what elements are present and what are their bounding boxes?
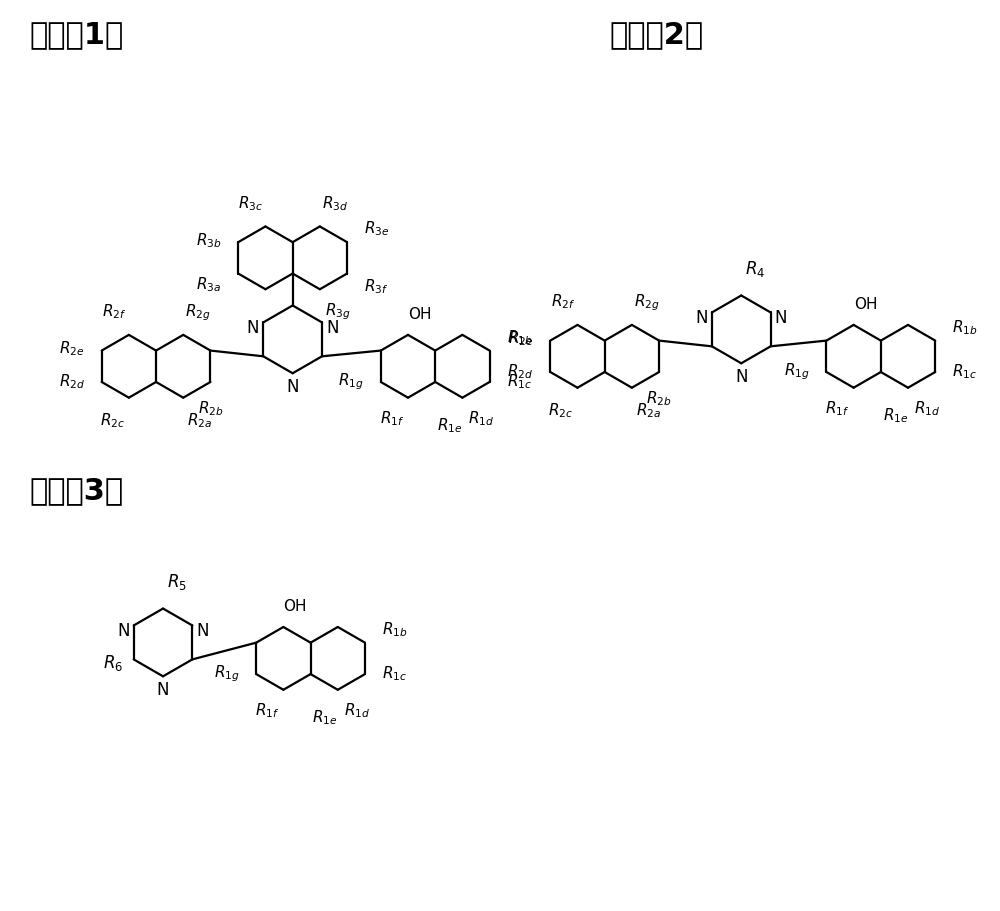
Text: N: N xyxy=(286,378,299,396)
Text: $R_{1c}$: $R_{1c}$ xyxy=(952,363,977,382)
Text: N: N xyxy=(247,320,259,337)
Text: $R_{1b}$: $R_{1b}$ xyxy=(382,620,408,639)
Text: $R_{1e}$: $R_{1e}$ xyxy=(883,406,908,425)
Text: $R_{3b}$: $R_{3b}$ xyxy=(196,230,221,250)
Text: $R_{3g}$: $R_{3g}$ xyxy=(325,302,351,322)
Text: $R_{2b}$: $R_{2b}$ xyxy=(198,399,223,417)
Text: $R_{3a}$: $R_{3a}$ xyxy=(196,275,221,294)
Text: $R_{1e}$: $R_{1e}$ xyxy=(312,709,338,727)
Text: $R_{1b}$: $R_{1b}$ xyxy=(507,328,532,346)
Text: $R_{3e}$: $R_{3e}$ xyxy=(364,220,389,238)
Text: $R_{1c}$: $R_{1c}$ xyxy=(507,373,532,392)
Text: $R_{1b}$: $R_{1b}$ xyxy=(952,318,978,336)
Text: N: N xyxy=(326,320,338,337)
Text: $R_{2b}$: $R_{2b}$ xyxy=(646,389,672,407)
Text: $R_{2a}$: $R_{2a}$ xyxy=(636,401,661,420)
Text: $R_{1g}$: $R_{1g}$ xyxy=(214,664,239,684)
Text: $R_{2g}$: $R_{2g}$ xyxy=(634,292,660,313)
Text: N: N xyxy=(775,310,787,327)
Text: $R_5$: $R_5$ xyxy=(167,571,187,591)
Text: $R_{2c}$: $R_{2c}$ xyxy=(548,401,573,420)
Text: $R_{2d}$: $R_{2d}$ xyxy=(507,363,533,382)
Text: $R_{2f}$: $R_{2f}$ xyxy=(102,302,127,322)
Text: $R_{1d}$: $R_{1d}$ xyxy=(468,410,495,428)
Text: $R_{3f}$: $R_{3f}$ xyxy=(364,278,388,296)
Text: OH: OH xyxy=(408,307,432,322)
Text: $R_{1c}$: $R_{1c}$ xyxy=(382,665,407,683)
Text: $R_{1g}$: $R_{1g}$ xyxy=(338,372,364,393)
Text: $R_{2e}$: $R_{2e}$ xyxy=(508,329,533,348)
Text: $R_{3d}$: $R_{3d}$ xyxy=(322,194,348,213)
Text: $R_{1f}$: $R_{1f}$ xyxy=(255,701,279,721)
Text: 通式（2）: 通式（2） xyxy=(610,20,704,49)
Text: $R_{2f}$: $R_{2f}$ xyxy=(551,292,575,312)
Text: $R_{2a}$: $R_{2a}$ xyxy=(187,411,212,430)
Text: $R_{1d}$: $R_{1d}$ xyxy=(914,400,940,418)
Text: N: N xyxy=(735,368,748,386)
Text: 通式（3）: 通式（3） xyxy=(29,476,124,505)
Text: $R_{3c}$: $R_{3c}$ xyxy=(238,194,263,213)
Text: $R_{2d}$: $R_{2d}$ xyxy=(59,373,85,392)
Text: N: N xyxy=(695,310,708,327)
Text: $R_{2e}$: $R_{2e}$ xyxy=(59,339,85,358)
Text: $R_6$: $R_6$ xyxy=(103,653,124,673)
Text: OH: OH xyxy=(854,297,877,312)
Text: N: N xyxy=(117,622,130,640)
Text: $R_{2c}$: $R_{2c}$ xyxy=(100,411,125,430)
Text: $R_{2g}$: $R_{2g}$ xyxy=(185,302,211,323)
Text: $R_4$: $R_4$ xyxy=(745,259,765,279)
Text: 通式（1）: 通式（1） xyxy=(29,20,124,49)
Text: N: N xyxy=(196,622,209,640)
Text: $R_{1f}$: $R_{1f}$ xyxy=(380,410,404,428)
Text: OH: OH xyxy=(283,599,307,614)
Text: $R_{1e}$: $R_{1e}$ xyxy=(437,416,463,435)
Text: $R_{1g}$: $R_{1g}$ xyxy=(784,362,809,383)
Text: N: N xyxy=(157,681,169,700)
Text: $R_{1f}$: $R_{1f}$ xyxy=(825,400,850,418)
Text: $R_{1d}$: $R_{1d}$ xyxy=(344,701,370,721)
